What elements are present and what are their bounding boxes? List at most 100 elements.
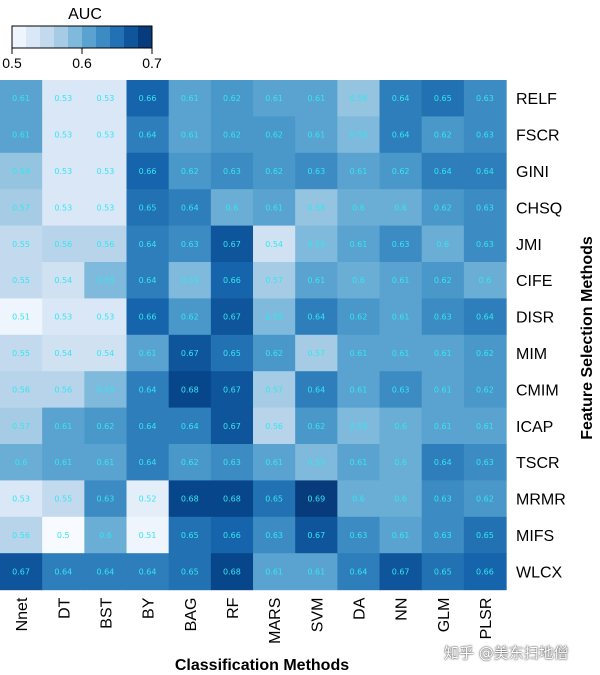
- heatmap-cell: [210, 553, 254, 591]
- heatmap-cell: [253, 407, 296, 445]
- heatmap-cell: [168, 334, 212, 372]
- cell-value-label: 0.61: [265, 567, 283, 576]
- cell-value-label: 0.62: [265, 349, 283, 358]
- heatmap-cell: [379, 553, 423, 591]
- column-label: BST: [98, 597, 115, 628]
- column-label: DA: [351, 597, 368, 620]
- cell-value-label: 0.53: [54, 203, 72, 212]
- heatmap-cell: [295, 225, 338, 263]
- heatmap-cell: [168, 116, 212, 154]
- heatmap-cell: [42, 516, 85, 554]
- column-label: PLSR: [478, 598, 495, 640]
- heatmap-cell: [295, 116, 338, 154]
- colorbar-tick-label: 0.7: [142, 55, 162, 71]
- colorbar-swatch: [12, 26, 27, 48]
- cell-value-label: 0.66: [139, 167, 157, 176]
- cell-value-label: 0.63: [434, 531, 452, 540]
- cell-value-label: 0.61: [12, 131, 30, 140]
- heatmap-cell: [42, 225, 85, 263]
- row-label: WLCX: [516, 564, 563, 581]
- heatmap-cell: [168, 225, 212, 263]
- cell-value-label: 0.6: [479, 276, 492, 285]
- heatmap-cell: [126, 298, 170, 336]
- y-axis-title: Feature Selection Methods: [579, 236, 596, 440]
- heatmap-cell: [210, 334, 254, 372]
- cell-value-label: 0.67: [223, 422, 241, 431]
- cell-value-label: 0.68: [223, 567, 241, 576]
- heatmap-cell: [168, 80, 212, 117]
- heatmap-cell: [168, 407, 212, 445]
- heatmap-cell: [295, 189, 338, 227]
- row-label: CMIM: [516, 382, 559, 399]
- colorbar-swatch: [26, 26, 41, 48]
- cell-value-label: 0.54: [54, 349, 72, 358]
- heatmap-cell: [126, 225, 170, 263]
- heatmap-cell: [337, 444, 381, 481]
- heatmap-cell: [0, 371, 43, 409]
- heatmap-cell: [337, 225, 381, 263]
- cell-value-label: 0.6: [352, 203, 365, 212]
- cell-value-label: 0.56: [12, 385, 30, 394]
- heatmap-cell: [421, 516, 465, 554]
- cell-value-label: 0.63: [476, 131, 494, 140]
- row-label: DISR: [516, 310, 554, 327]
- heatmap-cell: [84, 444, 128, 481]
- colorbar-swatch: [54, 26, 69, 48]
- column-label: MARS: [267, 598, 284, 644]
- cell-value-label: 0.55: [12, 276, 30, 285]
- heatmap-cell: [168, 262, 212, 299]
- cell-value-label: 0.62: [307, 422, 325, 431]
- cell-value-label: 0.69: [307, 495, 325, 504]
- heatmap-cell: [168, 480, 212, 518]
- cell-value-label: 0.65: [476, 531, 494, 540]
- cell-value-label: 0.6: [394, 495, 407, 504]
- heatmap-cell: [337, 152, 381, 190]
- column-label: NN: [394, 598, 411, 621]
- heatmap-cell: [84, 334, 128, 372]
- heatmap-cell: [210, 262, 254, 299]
- heatmap-cell: [168, 189, 212, 227]
- colorbar-swatch: [138, 26, 153, 48]
- heatmap-cell: [84, 407, 128, 445]
- cell-value-label: 0.61: [265, 458, 283, 467]
- cell-value-label: 0.56: [12, 531, 30, 540]
- cell-value-label: 0.61: [434, 385, 452, 394]
- heatmap-cell: [337, 189, 381, 227]
- heatmap-cell: [42, 334, 85, 372]
- cell-value-label: 0.62: [265, 131, 283, 140]
- heatmap-cell: [379, 225, 423, 263]
- cell-value-label: 0.63: [223, 167, 241, 176]
- cell-value-label: 0.57: [265, 276, 283, 285]
- heatmap-cell: [126, 516, 170, 554]
- cell-value-label: 0.67: [307, 531, 325, 540]
- heatmap-cell: [463, 516, 507, 554]
- heatmap-cell: [210, 189, 254, 227]
- cell-value-label: 0.63: [434, 313, 452, 322]
- heatmap-cell: [463, 298, 507, 336]
- cell-value-label: 0.61: [307, 94, 325, 103]
- cell-value-label: 0.64: [476, 313, 494, 322]
- cell-value-label: 0.59: [307, 240, 325, 249]
- heatmap-cell: [210, 152, 254, 190]
- heatmap-cell: [295, 371, 338, 409]
- heatmap-cell: [379, 116, 423, 154]
- heatmap-cell: [421, 225, 465, 263]
- heatmap-cell: [0, 189, 43, 227]
- cell-value-label: 0.61: [139, 349, 157, 358]
- cell-value-label: 0.64: [392, 94, 410, 103]
- row-label: FSCR: [516, 128, 560, 145]
- cell-value-label: 0.61: [350, 240, 368, 249]
- heatmap-cell: [253, 225, 296, 263]
- heatmap-cell: [421, 371, 465, 409]
- cell-value-label: 0.64: [139, 131, 157, 140]
- heatmap-cell: [84, 152, 128, 190]
- heatmap-cell: [0, 116, 43, 154]
- row-label: MRMR: [516, 492, 566, 509]
- heatmap-cell: [379, 444, 423, 481]
- cell-value-label: 0.67: [12, 567, 30, 576]
- cell-value-label: 0.61: [392, 313, 410, 322]
- cell-value-label: 0.66: [139, 313, 157, 322]
- column-label: BY: [141, 597, 158, 619]
- heatmap-cell: [463, 80, 507, 117]
- cell-value-label: 0.53: [97, 203, 115, 212]
